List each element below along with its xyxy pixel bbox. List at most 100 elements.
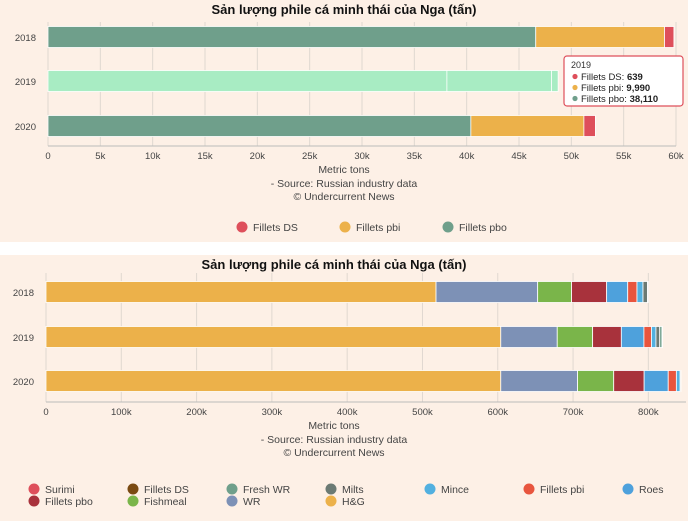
tooltip-box xyxy=(563,55,684,107)
bar-wr-2018[interactable] xyxy=(435,281,539,303)
bar-fillets-ds-2019[interactable] xyxy=(551,70,559,92)
x-tick-label: 600k xyxy=(487,407,508,418)
legend-label-mince: Mince xyxy=(441,484,469,496)
bar-milts-2019[interactable] xyxy=(655,326,661,348)
legend-label-fresh-wr: Fresh WR xyxy=(243,484,291,496)
x-tick-label: 200k xyxy=(186,407,207,418)
bar-mince-2020[interactable] xyxy=(675,370,681,392)
x-tick-label: 700k xyxy=(563,407,584,418)
legend-label-fillets-pbo: Fillets pbo xyxy=(45,496,93,508)
bar-fishmeal-2018[interactable] xyxy=(537,281,572,303)
legend-swatch-wr xyxy=(226,495,238,507)
bar-fillets-pbo-2019[interactable] xyxy=(592,326,622,348)
chart-title: Sản lượng phile cá minh thái của Nga (tấ… xyxy=(212,2,477,17)
legend-label-milts: Milts xyxy=(342,484,364,496)
y-tick-label: 2020 xyxy=(13,377,34,388)
chart-panel-all-products: Sản lượng phile cá minh thái của Nga (tấ… xyxy=(0,255,688,521)
legend-label-h-g: H&G xyxy=(342,496,365,508)
source-note: - Source: Russian industry data xyxy=(271,178,418,190)
x-tick-label: 40k xyxy=(459,151,475,162)
source-note: - Source: Russian industry data xyxy=(261,434,408,446)
x-tick-label: 100k xyxy=(111,407,132,418)
bar-h-g-2020[interactable] xyxy=(45,370,502,392)
legend-swatch-fresh-wr xyxy=(226,483,238,495)
bar-fillets-pbo-2018[interactable] xyxy=(47,26,537,48)
legend-label-fillets-pbi: Fillets pbi xyxy=(540,484,584,496)
bar-fillets-pbo-2020[interactable] xyxy=(47,115,472,137)
tooltip-header: 2019 xyxy=(571,60,591,70)
tooltip-row-value: 639 xyxy=(627,72,643,83)
chart-panel-fillets: Sản lượng phile cá minh thái của Nga (tấ… xyxy=(0,0,688,242)
legend-label-fishmeal: Fishmeal xyxy=(144,496,187,508)
bar-mince-2019[interactable] xyxy=(651,326,657,348)
x-tick-label: 300k xyxy=(262,407,283,418)
bar-fillets-pbi-2018[interactable] xyxy=(627,281,638,303)
legend-swatch-fillets-pbi xyxy=(523,483,535,495)
x-tick-label: 400k xyxy=(337,407,358,418)
tooltip-dot xyxy=(572,95,578,102)
legend-label-fillets-pbi: Fillets pbi xyxy=(356,222,400,234)
legend-swatch-surimi xyxy=(28,483,40,495)
bar-fillets-pbi-2018[interactable] xyxy=(535,26,665,48)
x-tick-label: 25k xyxy=(302,151,318,162)
bar-roes-2018[interactable] xyxy=(606,281,629,303)
legend-label-roes: Roes xyxy=(639,484,664,496)
legend-label-wr: WR xyxy=(243,496,261,508)
bar-fillets-pbo-2020[interactable] xyxy=(613,370,645,392)
legend-swatch-milts xyxy=(325,483,337,495)
legend-swatch-mince xyxy=(424,483,436,495)
legend-swatch-fillets-pbo xyxy=(28,495,40,507)
legend-swatch-fillets-pbi xyxy=(339,221,351,233)
tooltip-row-label: Fillets DS: xyxy=(581,72,627,83)
bar-fillets-pbi-2020[interactable] xyxy=(470,115,585,137)
x-tick-label: 10k xyxy=(145,151,161,162)
bar-fishmeal-2020[interactable] xyxy=(577,370,615,392)
legend-swatch-fillets-ds xyxy=(127,483,139,495)
x-axis-title: Metric tons xyxy=(308,420,359,432)
tooltip-dot xyxy=(572,73,578,80)
bar-fillets-pbo-2019[interactable] xyxy=(47,70,448,92)
bar-wr-2020[interactable] xyxy=(500,370,578,392)
y-tick-label: 2020 xyxy=(15,122,36,133)
bar-fillets-ds-2020[interactable] xyxy=(679,370,682,392)
legend-swatch-fillets-ds xyxy=(236,221,248,233)
chart-title: Sản lượng phile cá minh thái của Nga (tấ… xyxy=(202,257,467,272)
x-tick-label: 55k xyxy=(616,151,632,162)
x-tick-label: 500k xyxy=(412,407,433,418)
chart-all-products-svg: Sản lượng phile cá minh thái của Nga (tấ… xyxy=(13,257,686,508)
tooltip-row-value: 38,110 xyxy=(630,94,659,105)
bar-fishmeal-2019[interactable] xyxy=(556,326,594,348)
bar-milts-2018[interactable] xyxy=(642,281,648,303)
legend-swatch-h-g xyxy=(325,495,337,507)
y-tick-label: 2018 xyxy=(13,288,34,299)
bar-roes-2019[interactable] xyxy=(620,326,645,348)
legend-label-fillets-ds: Fillets DS xyxy=(144,484,189,496)
y-tick-label: 2019 xyxy=(13,333,34,344)
legend-label-fillets-pbo: Fillets pbo xyxy=(459,222,507,234)
bar-fillets-pbi-2019[interactable] xyxy=(643,326,652,348)
tooltip-row-label: Fillets pbo: xyxy=(581,94,630,105)
bar-fillets-ds-2020[interactable] xyxy=(583,115,596,137)
x-tick-label: 50k xyxy=(564,151,580,162)
x-tick-label: 15k xyxy=(197,151,213,162)
legend-swatch-fillets-pbo xyxy=(442,221,454,233)
bar-fillets-ds-2018[interactable] xyxy=(664,26,675,48)
bar-roes-2020[interactable] xyxy=(643,370,669,392)
bar-h-g-2018[interactable] xyxy=(45,281,437,303)
bar-mince-2018[interactable] xyxy=(636,281,644,303)
tooltip-row: Fillets pbi: 9,990 xyxy=(581,83,650,94)
tooltip-row: Fillets DS: 639 xyxy=(581,72,643,83)
bar-fillets-pbi-2019[interactable] xyxy=(446,70,552,92)
x-tick-label: 35k xyxy=(407,151,423,162)
bar-fillets-ds-2018[interactable] xyxy=(647,281,649,303)
bar-wr-2019[interactable] xyxy=(500,326,558,348)
bar-fillets-pbi-2020[interactable] xyxy=(667,370,677,392)
bar-fillets-pbo-2018[interactable] xyxy=(571,281,608,303)
tooltip-row-label: Fillets pbi: xyxy=(581,83,626,94)
bar-h-g-2019[interactable] xyxy=(45,326,502,348)
legend-label-fillets-ds: Fillets DS xyxy=(253,222,298,234)
x-tick-label: 45k xyxy=(511,151,527,162)
x-axis-title: Metric tons xyxy=(318,164,369,176)
x-tick-label: 60k xyxy=(668,151,684,162)
